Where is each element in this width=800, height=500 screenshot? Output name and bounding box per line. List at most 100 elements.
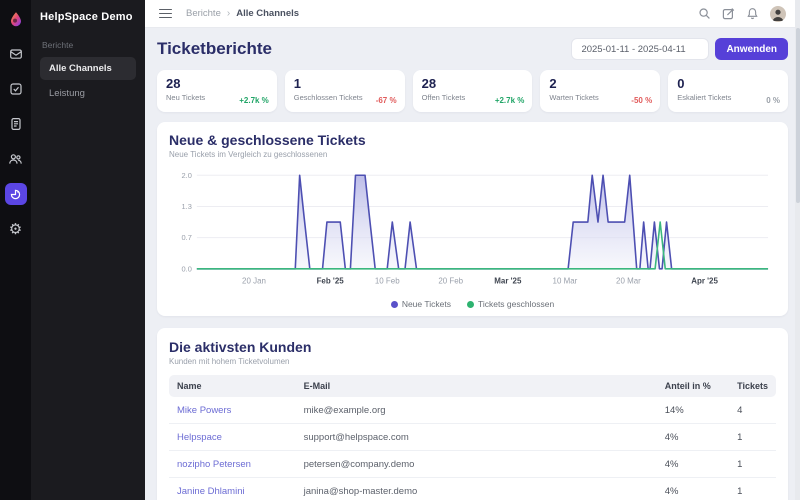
breadcrumb-separator: › [226,8,231,19]
stat-trend: +2.7k % [239,96,269,105]
x-tick-label: Mar '25 [494,277,522,286]
date-range-input[interactable] [571,38,710,60]
stat-card: 1 Geschlossen Tickets -67 % [284,70,405,112]
customer-share: 4% [656,423,730,451]
customer-tickets: 1 [729,450,776,478]
customer-name-link[interactable]: Mike Powers [169,397,296,424]
stat-trend: -50 % [631,96,653,105]
stat-value: 2 [549,76,557,91]
table-row: Janine Dhlamini janina@shop-master.demo 4%… [169,477,776,500]
stats-row: 28 Neu Tickets +2.7k % 1 Geschlossen Tickets… [157,70,788,112]
y-tick-label: 0.7 [182,233,192,242]
inbox-icon[interactable] [5,43,27,65]
series-line [196,221,769,270]
x-tick-label: 20 Feb [438,277,463,286]
column-header: Tickets [729,375,776,397]
user-avatar[interactable] [770,5,786,22]
stat-value: 0 [677,76,685,91]
y-tick-label: 1.3 [182,202,192,211]
workspace-title: HelpSpace Demo [40,11,133,23]
page-header: Ticketberichte Anwenden [157,38,788,60]
topbar: Berichte › Alle Channels [145,0,800,28]
breadcrumb-current[interactable]: Alle Channels [236,8,300,19]
topbar-actions [698,5,786,22]
stat-card: 28 Offen Tickets +2.7k % [412,70,533,112]
page-title: Ticketberichte [157,39,272,58]
stat-trend: -67 % [375,96,397,105]
table-header-row: Name E-Mail Anteil in % Tickets [169,375,776,397]
main-area: Berichte › Alle Channels [145,0,800,500]
legend-item[interactable]: Neue Tickets [390,299,451,309]
stat-card: 0 Eskaliert Tickets 0 % [668,70,788,112]
scrollbar-thumb[interactable] [795,28,800,203]
breadcrumb-root[interactable]: Berichte [186,8,221,19]
customers-icon[interactable] [5,148,27,170]
stat-value: 1 [293,76,302,91]
stat-label: Warten Tickets [549,93,599,102]
customer-tickets: 4 [729,397,776,424]
reports-icon[interactable] [4,183,27,205]
sidebar-nav: Alle Channels Leistung [40,57,136,105]
x-tick-label: Feb '25 [317,277,345,286]
table-row: Mike Powers mike@example.org 14% 4 [169,397,776,424]
helpspace-logo[interactable] [5,8,27,30]
customers-table: Name E-Mail Anteil in % Tickets Mike Powers… [169,375,776,500]
stat-value: 28 [166,76,181,91]
customer-email: petersen@company.demo [295,450,657,478]
series-line [196,174,769,270]
column-header: Anteil in % [656,375,730,397]
customer-email: mike@example.org [295,397,657,424]
customer-name-link[interactable]: nozipho Petersen [169,450,296,478]
sidebar-section-label: Berichte [42,40,74,50]
customer-share: 14% [656,397,730,424]
customer-name-link[interactable]: Helpspace [169,423,296,451]
x-tick-label: 20 Mar [616,277,641,286]
stat-card: 2 Warten Tickets -50 % [540,70,661,112]
customer-share: 4% [656,477,730,500]
icon-rail: ⚙ [0,0,31,500]
search-icon[interactable] [698,7,711,20]
column-header: Name [169,375,296,397]
stat-label: Offen Tickets [421,93,466,102]
chart-area: 0.0 0.7 1.3 2.0 20 Jan Feb '25 10 Feb 20 Feb Mar… [169,165,776,298]
tickets-line-chart: 0.0 0.7 1.3 2.0 20 Jan Feb '25 10 Feb 20 Feb Mar… [182,171,769,286]
gear-icon: ⚙ [8,219,23,238]
x-tick-label: 10 Feb [375,277,400,286]
settings-icon[interactable]: ⚙ [5,218,27,240]
customer-email: support@helpspace.com [295,423,657,451]
legend-item[interactable]: Tickets geschlossen [466,299,555,309]
stat-trend: +2.7k % [494,96,525,105]
tasks-icon[interactable] [5,78,27,100]
legend-label: Neue Tickets [401,299,451,309]
chart-legend: Neue Tickets Tickets geschlossen [169,298,776,313]
customer-tickets: 1 [729,477,776,500]
documents-icon[interactable] [5,113,27,135]
customer-tickets: 1 [729,423,776,451]
customer-share: 4% [656,450,730,478]
customer-name-link[interactable]: Janine Dhlamini [169,477,296,500]
sidebar-item-alle-channels[interactable]: Alle Channels [40,57,136,80]
stat-card: 28 Neu Tickets +2.7k % [157,70,277,112]
apply-button[interactable]: Anwenden [715,38,788,60]
y-tick-label: 0.0 [182,264,192,273]
table-row: nozipho Petersen petersen@company.demo 4% 1 [169,450,776,478]
chart-title: Neue & geschlossene Tickets [169,132,366,148]
x-tick-label: Apr '25 [691,277,718,286]
stat-label: Eskaliert Tickets [677,93,732,102]
table-row: Helpspace support@helpspace.com 4% 1 [169,423,776,451]
scrollbar-track[interactable] [795,0,800,500]
legend-dot-icon [466,300,474,308]
tickets-chart-card: Neue & geschlossene Tickets Neue Tickets… [157,122,788,316]
legend-label: Tickets geschlossen [477,299,555,309]
compose-icon[interactable] [722,7,735,20]
chart-subtitle: Neue Tickets im Vergleich zu geschlossen… [169,150,328,159]
report-controls: Anwenden [571,38,788,60]
sidebar-item-leistung[interactable]: Leistung [49,88,85,99]
stat-value: 28 [421,76,437,91]
customer-email: janina@shop-master.demo [295,477,657,500]
breadcrumb: Berichte › Alle Channels [186,8,299,19]
column-header: E-Mail [295,375,657,397]
menu-icon[interactable] [159,6,172,20]
stat-trend: 0 % [766,96,780,105]
bell-icon[interactable] [746,7,759,20]
